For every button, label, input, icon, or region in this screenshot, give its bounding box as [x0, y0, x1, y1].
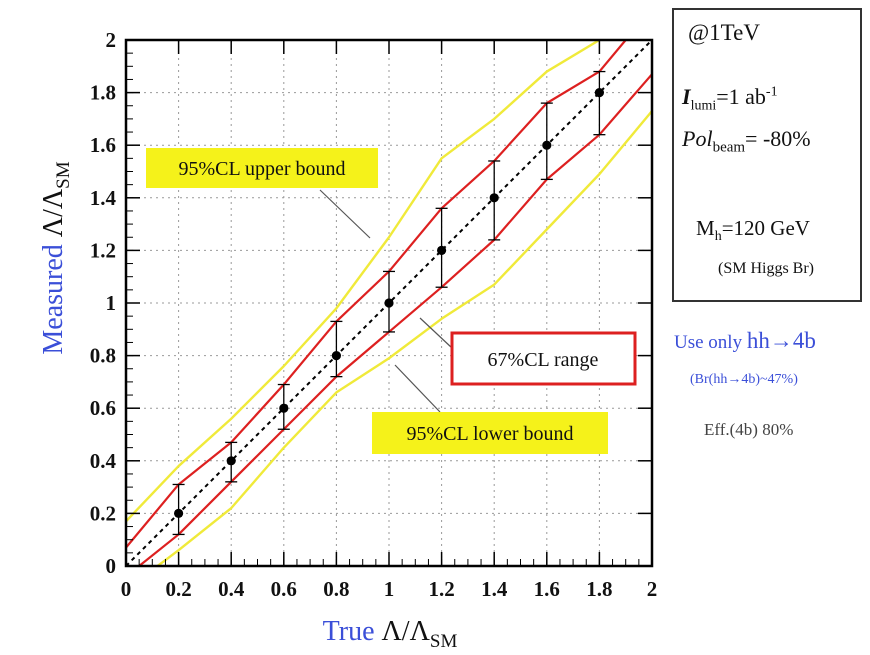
x-tick-label: 0.8	[323, 577, 349, 601]
y-tick-label: 2	[106, 28, 117, 52]
x-tick-label: 0.6	[271, 577, 297, 601]
y-tick-label: 0.4	[90, 449, 117, 473]
series-67-cl-lower	[138, 73, 652, 566]
y-tick-label: 1	[106, 291, 117, 315]
annotation-range: 67%CL range	[488, 349, 599, 371]
x-tick-label: 1.8	[586, 577, 612, 601]
data-point	[174, 508, 184, 518]
annotation-upper-bg	[146, 148, 378, 188]
higgs-br-label: (SM Higgs Br)	[718, 260, 815, 277]
pointer-lower	[394, 364, 441, 413]
annotation-lower: 95%CL lower bound	[406, 423, 573, 445]
parameters-box: @1TeV Ilumi=1 ab-1 Polbeam= -80% Mh=120 …	[672, 8, 862, 302]
y-tick-label: 0.8	[90, 344, 116, 368]
annotation-upper: 95%CL upper bound	[178, 158, 345, 180]
y-axis-title: Measured Λ/ΛSM	[38, 161, 74, 354]
x-tick-label: 0	[121, 577, 132, 601]
y-tick-label: 0	[106, 554, 117, 578]
y-tick-label: 0.6	[90, 396, 116, 420]
y-tick-label: 1.2	[90, 238, 116, 262]
efficiency-note: Eff.(4b) 80%	[704, 420, 794, 439]
polarization-label: Polbeam= -80%	[682, 126, 811, 156]
energy-label: @1TeV	[688, 20, 760, 45]
y-tick-label: 1.4	[90, 186, 117, 210]
axis-ticks	[125, 39, 653, 567]
annotation-lower-bg	[372, 412, 608, 454]
data-point	[489, 193, 499, 203]
data-point	[594, 88, 605, 98]
data-point	[437, 245, 447, 255]
x-tick-label: 0.2	[165, 577, 191, 601]
tick-labels: 0 0.2 0.4 0.6 0.8 1 1.2 1.4 1.6 1.8 2 0 0.2 0.4 0.6 0.8…	[90, 28, 658, 601]
pointer-range	[419, 317, 453, 349]
data-point	[384, 298, 394, 308]
series-67-cl-upper	[126, 40, 627, 549]
x-tick-label: 2	[647, 577, 658, 601]
data-point	[542, 140, 552, 150]
series-95-cl-upper-bound	[126, 40, 603, 523]
branching-note: (Br(hh→4b)~47%)	[690, 372, 798, 387]
x-tick-label: 0.4	[218, 577, 245, 601]
data-point	[331, 351, 341, 361]
x-tick-label: 1.6	[534, 577, 560, 601]
x-tick-label: 1.4	[481, 577, 508, 601]
y-tick-label: 1.6	[90, 133, 116, 157]
data-point	[226, 456, 236, 466]
channel-note: Use only hh→4b	[674, 328, 816, 353]
data-point	[279, 403, 289, 413]
luminosity-label: Ilumi=1 ab-1	[682, 84, 778, 114]
higgs-mass-label: Mh=120 GeV	[696, 216, 810, 245]
series-95-cl-lower-bound	[156, 110, 652, 566]
y-tick-label: 0.2	[90, 501, 116, 525]
pointer-upper	[319, 189, 371, 239]
x-tick-label: 1	[384, 577, 395, 601]
annotation-range-bg	[450, 331, 637, 386]
x-axis-title: True Λ/ΛSM	[323, 616, 458, 652]
y-tick-label: 1.8	[90, 81, 116, 105]
x-tick-label: 1.2	[428, 577, 454, 601]
data-points	[172, 70, 606, 536]
